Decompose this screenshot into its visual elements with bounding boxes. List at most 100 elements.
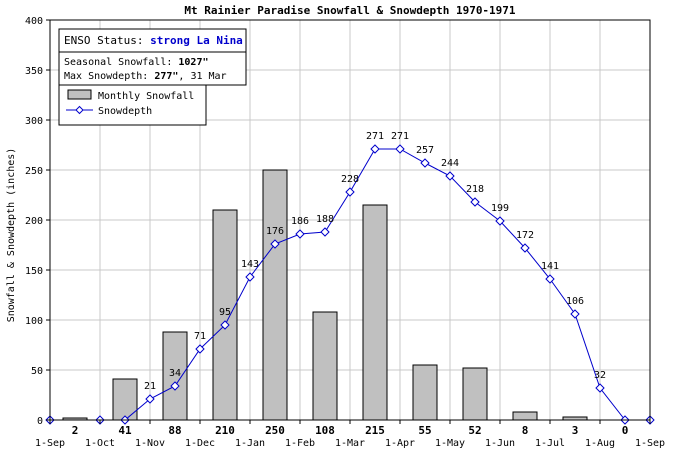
snowfall-bar — [362, 204, 388, 421]
x-tick-label: 1-Apr — [385, 438, 415, 449]
snowfall-bar — [312, 311, 338, 421]
snowfall-bar — [462, 367, 488, 421]
x-tick-label: 1-Nov — [135, 438, 165, 449]
snowdepth-value-label: 199 — [491, 203, 509, 214]
y-tick-label: 250 — [25, 166, 43, 177]
x-tick-label: 1-Sep — [635, 438, 665, 449]
snowdepth-value-label: 141 — [541, 261, 559, 272]
y-tick-label: 400 — [25, 16, 43, 27]
x-tick-label: 1-Mar — [335, 438, 365, 449]
snowdepth-value-label: 32 — [594, 370, 606, 381]
snowfall-bar — [512, 411, 538, 421]
bar-value-label: 250 — [265, 424, 285, 437]
bar-value-label: 2 — [72, 424, 79, 437]
y-axis-label: Snowfall & Snowdepth (inches) — [6, 148, 17, 323]
bar-value-label: 210 — [215, 424, 235, 437]
y-tick-label: 50 — [31, 366, 43, 377]
snowdepth-value-label: 218 — [466, 184, 484, 195]
legend: Monthly Snowfall Snowdepth — [58, 84, 207, 126]
snowdepth-marker — [520, 243, 530, 253]
y-tick-label: 200 — [25, 216, 43, 227]
snowfall-bars — [62, 169, 588, 421]
snowdepth-marker — [395, 144, 405, 154]
x-tick-label: 1-Sep — [35, 438, 65, 449]
snowdepth-marker — [245, 272, 255, 282]
snowdepth-marker — [295, 229, 305, 239]
bar-value-labels: 2 41 88 210 250 108 215 55 52 8 3 0 — [72, 424, 629, 437]
snowfall-bar — [262, 169, 288, 421]
snowfall-bar — [162, 331, 188, 421]
snowdepth-value-label: 271 — [366, 131, 384, 142]
snowdepth-marker — [195, 344, 205, 354]
x-tick-label: 1-Jan — [235, 438, 265, 449]
bar-value-label: 0 — [622, 424, 629, 437]
snowdepth-marker — [545, 274, 555, 284]
bar-value-label: 108 — [315, 424, 335, 437]
snowdepth-value-label: 143 — [241, 259, 259, 270]
snowdepth-value-label: 188 — [316, 214, 334, 225]
snowdepth-value-label: 257 — [416, 145, 434, 156]
enso-status: ENSO Status: strong La Nina — [64, 34, 243, 47]
snowdepth-value-labels: 21 34 71 95 143 176 186 188 228 271 271 257 244 218 19… — [144, 131, 606, 392]
seasonal-label: Seasonal Snowfall: — [64, 57, 178, 68]
enso-label: ENSO Status: — [64, 34, 150, 47]
y-tick-label: 100 — [25, 316, 43, 327]
snowdepth-marker — [170, 381, 180, 391]
snowdepth-value-label: 186 — [291, 216, 309, 227]
snowdepth-value-label: 106 — [566, 296, 584, 307]
stats-box — [58, 51, 247, 86]
bar-value-label: 8 — [522, 424, 529, 437]
snowdepth-marker — [595, 383, 605, 393]
y-tick-label: 300 — [25, 116, 43, 127]
x-tick-label: 1-Aug — [585, 438, 615, 449]
snowfall-bar — [412, 364, 438, 421]
seasonal-snowfall: Seasonal Snowfall: 1027" — [64, 57, 209, 68]
x-tick-label: 1-Feb — [285, 438, 315, 449]
legend-line-marker — [75, 105, 84, 115]
legend-bar-swatch — [67, 89, 92, 100]
legend-line-label: Snowdepth — [98, 106, 152, 117]
snowdepth-value-label: 244 — [441, 158, 459, 169]
max-snowdepth: Max Snowdepth: 277", 31 Mar — [64, 71, 227, 82]
bar-value-label: 88 — [168, 424, 181, 437]
snowdepth-marker — [345, 187, 355, 197]
maxdepth-date: , 31 Mar — [178, 71, 226, 82]
x-tick-labels: 1-Sep 1-Oct 1-Nov 1-Dec 1-Jan 1-Feb 1-Mar 1-Apr… — [35, 438, 665, 449]
y-tick-label: 350 — [25, 66, 43, 77]
snowdepth-value-label: 172 — [516, 230, 534, 241]
snowdepth-marker — [495, 216, 505, 226]
x-tick-label: 1-May — [435, 438, 465, 449]
x-tick-label: 1-Jun — [485, 438, 515, 449]
snowdepth-marker — [445, 171, 455, 181]
legend-bar-label: Monthly Snowfall — [98, 91, 194, 102]
x-tick-label: 1-Oct — [85, 438, 115, 449]
x-tick-label: 1-Dec — [185, 438, 215, 449]
bar-value-label: 215 — [365, 424, 385, 437]
y-tick-label: 150 — [25, 266, 43, 277]
snowdepth-value-label: 21 — [144, 381, 156, 392]
snowdepth-marker — [220, 320, 230, 330]
snowdepth-value-label: 228 — [341, 174, 359, 185]
snowfall-bar — [112, 378, 138, 421]
x-tick-label: 1-Jul — [535, 438, 565, 449]
snowdepth-marker — [420, 158, 430, 168]
axes — [46, 19, 651, 424]
snowdepth-value-label: 176 — [266, 226, 284, 237]
seasonal-value: 1027" — [178, 57, 208, 68]
maxdepth-label: Max Snowdepth: — [64, 71, 154, 82]
info-box: ENSO Status: strong La Nina Seasonal Sno… — [58, 28, 247, 86]
snowdepth-marker — [570, 309, 580, 319]
bar-value-label: 52 — [468, 424, 481, 437]
enso-value: strong La Nina — [150, 34, 243, 47]
snowdepth-marker — [370, 144, 380, 154]
snowdepth-marker — [270, 239, 280, 249]
snowdepth-polyline — [50, 148, 650, 421]
chart-title: Mt Rainier Paradise Snowfall & Snowdepth… — [184, 4, 516, 17]
snowdepth-value-label: 34 — [169, 368, 181, 379]
snowdepth-marker — [145, 394, 155, 404]
y-tick-label: 0 — [37, 416, 43, 427]
snowdepth-value-label: 95 — [219, 307, 231, 318]
snowdepth-marker — [470, 197, 480, 207]
y-tick-labels: 0 50 100 150 200 250 300 350 400 — [25, 16, 43, 427]
snowdepth-value-label: 271 — [391, 131, 409, 142]
